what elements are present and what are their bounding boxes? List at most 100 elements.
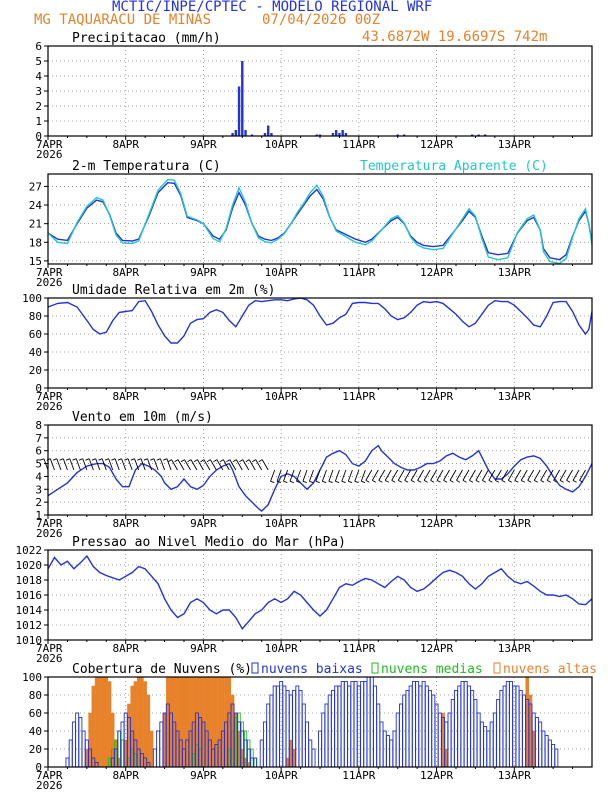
temp-xtick-label: 7APR <box>36 266 63 279</box>
cloud-low-bar <box>356 685 361 768</box>
wind-barb-flag <box>315 480 320 483</box>
cloud-high-bar <box>107 681 112 768</box>
temp-title: 2-m Temperatura (C) <box>72 159 221 174</box>
cloud-legend-swatch <box>371 662 379 674</box>
wind-barb-flag <box>302 480 307 483</box>
cloud-ytick-label: 80 <box>29 689 42 702</box>
cloud-low-bar <box>473 699 478 768</box>
wind-barb <box>127 458 133 471</box>
precip-bar <box>315 134 318 136</box>
cloud-low-bar <box>389 739 394 768</box>
wind-barb-flag <box>78 458 83 461</box>
cloud-low-bar <box>272 685 277 768</box>
wind-barb <box>475 469 483 481</box>
wind-barb <box>341 469 347 482</box>
wind-barb <box>579 469 586 481</box>
precip-xtick-label: 11APR <box>342 138 375 151</box>
wind-barb <box>423 469 431 481</box>
cloud-low-bar <box>376 703 381 768</box>
pres-xtick-label: 12APR <box>420 642 453 655</box>
pres-series-line-0 <box>47 554 593 631</box>
cloud-high-bar <box>146 694 151 768</box>
cloud-low-bar <box>547 739 552 768</box>
temp-xtick-label: 9APR <box>190 266 217 279</box>
cloud-low-bar <box>467 685 471 768</box>
wind-barb <box>184 459 191 471</box>
cloud-low-bar <box>369 676 374 768</box>
precip-bar <box>334 130 338 136</box>
precip-xtick-label: 7APR <box>36 138 63 151</box>
wind-barb-flag <box>566 479 571 483</box>
precip-bar <box>338 133 341 136</box>
cloud-low-bar <box>71 721 76 768</box>
wind-barb-flag <box>213 459 218 463</box>
wind-barb-flag <box>430 479 435 483</box>
cloud-xtick-label: 7APR <box>36 769 63 782</box>
cloud-high-bar <box>292 748 296 768</box>
temp-xtick-label: 13APR <box>498 266 531 279</box>
wind-barb-flag <box>404 479 409 483</box>
wind-barb <box>546 469 554 481</box>
wind-barb-flag <box>117 458 122 461</box>
wind-xtick-year: 2026 <box>36 527 63 540</box>
rh-xtick-label: 13APR <box>498 390 531 403</box>
wind-barb <box>430 469 437 481</box>
precip-xtick-label: 10APR <box>265 138 298 151</box>
wind-ytick-label: 6 <box>35 445 42 458</box>
wind-barb <box>140 458 146 471</box>
cloud-low-bar <box>373 685 377 768</box>
cloud-low-bar <box>279 681 284 768</box>
wind-barb <box>397 469 405 481</box>
wind-barb-flag <box>143 458 148 461</box>
wind-barb-flag <box>417 479 422 483</box>
wind-barb-flag <box>245 459 250 463</box>
cloud-low-bar <box>360 681 365 768</box>
cloud-low-bar <box>551 744 556 768</box>
cloud-low-bar <box>68 739 73 768</box>
wind-barb <box>572 469 580 481</box>
cloud-low-bar <box>544 735 549 768</box>
precip-bar <box>344 133 348 136</box>
pres-xtick-label: 11APR <box>342 642 375 655</box>
wind-barb <box>108 458 114 471</box>
cloud-xtick-label: 8APR <box>112 769 139 782</box>
wind-barb <box>456 469 463 481</box>
cloud-mid-bar <box>120 739 125 768</box>
temp-xtick-year: 2026 <box>36 276 63 289</box>
cloud-low-bar <box>266 703 271 768</box>
wind-barb <box>436 469 444 481</box>
pres-title: Pressao ao Nivel Medio do Mar (hPa) <box>72 535 346 550</box>
wind-barb <box>308 469 314 482</box>
temp-ytick-label: 15 <box>29 255 42 268</box>
wind-barb <box>43 458 49 471</box>
wind-barb-flag <box>508 479 513 483</box>
precip-frame <box>47 45 593 137</box>
wind-xtick-label: 13APR <box>498 517 531 530</box>
cloud-low-bar <box>298 690 303 768</box>
wind-ytick-label: 3 <box>35 483 42 496</box>
temp-ytick-label: 21 <box>29 218 42 231</box>
cloud-low-bar <box>460 681 465 768</box>
precip-bar <box>250 134 254 136</box>
wind-barb-flag <box>124 458 129 461</box>
wind-barb <box>197 459 204 471</box>
wind-barb <box>283 469 289 482</box>
cloud-low-bar <box>411 681 416 768</box>
wind-barb-flag <box>309 480 314 483</box>
cloud-low-bar <box>78 717 83 768</box>
wind-barb <box>540 469 548 481</box>
wind-barb <box>147 458 153 471</box>
wind-barb <box>177 459 185 471</box>
cloud-title: Cobertura de Nuvens (%) <box>72 662 252 677</box>
wind-barb-flag <box>341 480 346 483</box>
cloud-low-bar <box>535 717 539 768</box>
precip-ytick-label: 4 <box>35 70 42 83</box>
wind-ytick-label: 8 <box>35 419 42 432</box>
wind-barb <box>507 469 515 481</box>
wind-barb-flag <box>270 480 275 483</box>
wind-barb-flag <box>410 479 415 483</box>
wind-barb <box>328 469 334 482</box>
temp-xtick-label: 12APR <box>420 266 453 279</box>
rh-title: Umidade Relativa em 2m (%) <box>72 283 276 298</box>
temp-apparent-legend: Temperatura Aparente (C) <box>360 159 548 174</box>
